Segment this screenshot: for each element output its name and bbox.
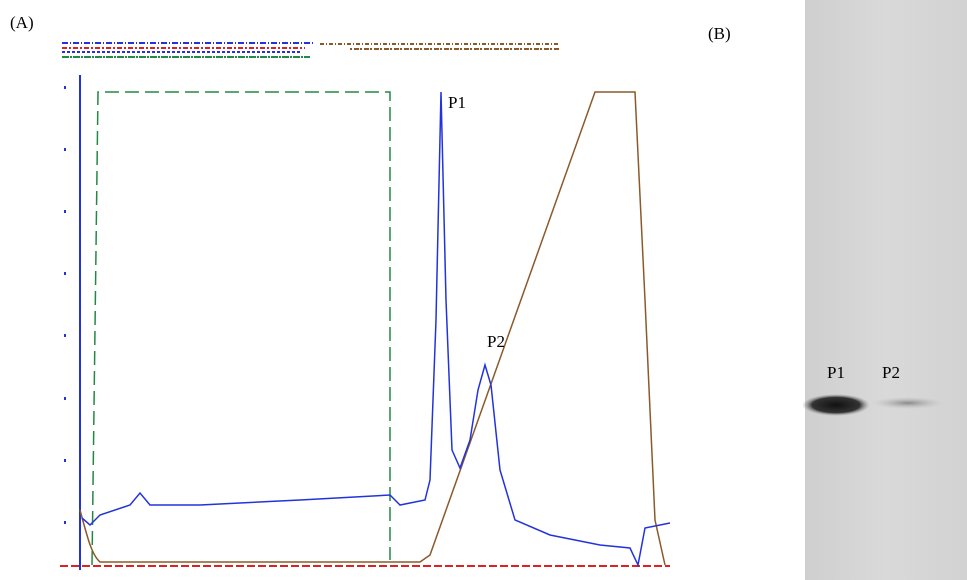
lane-label: P2 [882,363,900,382]
band [872,397,944,409]
gradient-program [91,91,391,566]
chromatogram: (A) P1 P2 [10,13,671,570]
conductivity-trace [79,91,666,566]
lane-label: P1 [827,363,845,382]
band [802,394,870,416]
axis-ticks [64,86,66,524]
panel-label: (B) [708,24,731,43]
header-traces [62,42,560,58]
peak-label: P2 [487,332,505,351]
gel: (B) P1 P2 [708,0,967,580]
peak-label: P1 [448,93,466,112]
panel-label: (A) [10,13,34,32]
gel-image [805,0,967,580]
absorbance-trace [81,91,671,568]
